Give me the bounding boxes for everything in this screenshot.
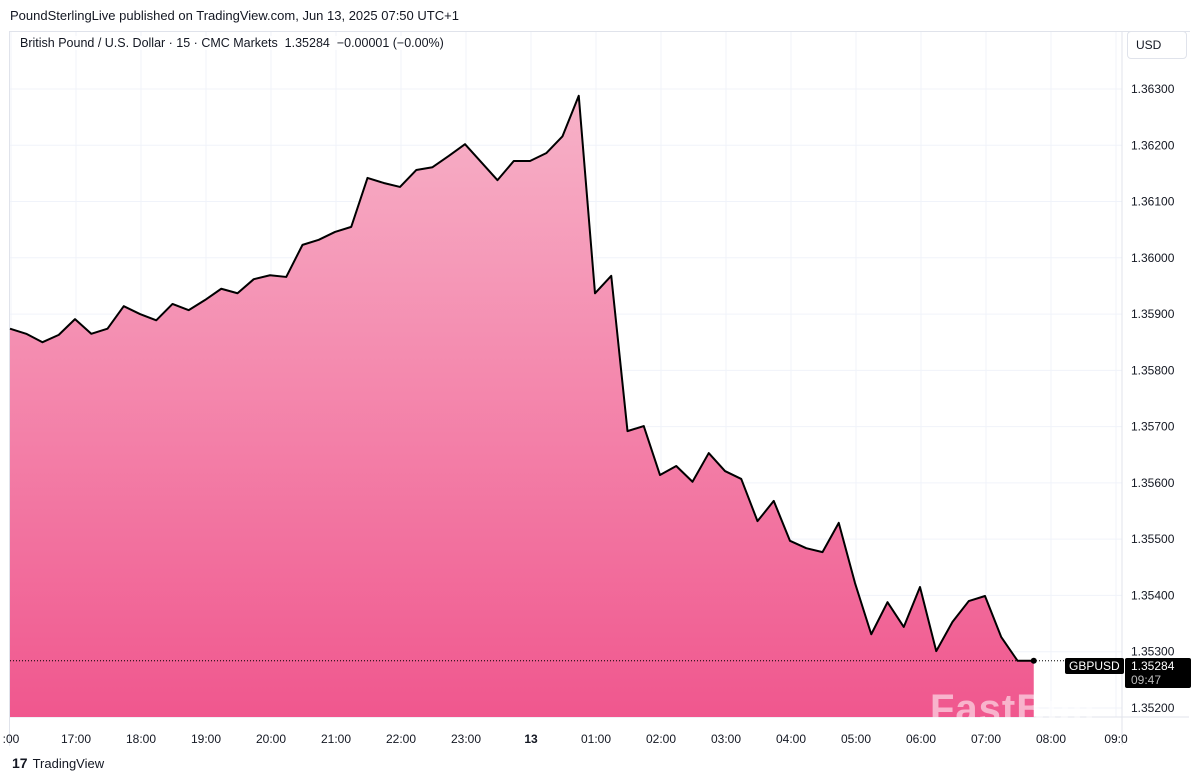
- price-tag-value: 1.35284: [1131, 659, 1175, 673]
- price-change: −0.00001 (−0.00%): [336, 36, 444, 50]
- x-tick-label: 13: [524, 732, 538, 746]
- y-tick-label: 1.35800: [1131, 363, 1175, 377]
- x-tick-label: 04:00: [776, 732, 806, 746]
- last-price-dot: [1030, 657, 1037, 664]
- bar-countdown: 09:47: [1131, 673, 1162, 687]
- x-tick-label: 08:00: [1036, 732, 1066, 746]
- y-tick-label: 1.35600: [1131, 476, 1175, 490]
- y-tick-label: 1.35700: [1131, 420, 1175, 434]
- symbol-legend: British Pound / U.S. Dollar · 15 · CMC M…: [18, 36, 446, 50]
- y-tick-label: 1.35500: [1131, 532, 1175, 546]
- area-fill: [10, 95, 1034, 718]
- x-tick-label: 17:00: [61, 732, 91, 746]
- x-tick-label: 19:00: [191, 732, 221, 746]
- y-tick-label: 1.36000: [1131, 251, 1175, 265]
- y-tick-label: 1.36200: [1131, 138, 1175, 152]
- x-tick-label: 07:00: [971, 732, 1001, 746]
- x-tick-label: 03:00: [711, 732, 741, 746]
- symbol-tag: GBPUSD: [1065, 658, 1124, 674]
- x-tick-label: 09:0: [1104, 732, 1128, 746]
- x-tick-label: 23:00: [451, 732, 481, 746]
- y-tick-label: 1.35400: [1131, 588, 1175, 602]
- chart-frame: [9, 31, 1190, 746]
- x-tick-label: 21:00: [321, 732, 351, 746]
- price-line: [9, 94, 1034, 662]
- last-price: 1.35284: [284, 36, 330, 50]
- x-tick-label: 22:00: [386, 732, 416, 746]
- y-tick-label: 1.35900: [1131, 307, 1175, 321]
- x-tick-label: 01:00: [581, 732, 611, 746]
- y-tick-label: 1.36300: [1131, 82, 1175, 96]
- published-caption: PoundSterlingLive published on TradingVi…: [10, 8, 459, 23]
- tradingview-logo[interactable]: 17 TradingView: [12, 755, 104, 771]
- x-tick-label: 02:00: [646, 732, 676, 746]
- brand-name: TradingView: [32, 755, 105, 771]
- tradingview-icon: 17: [12, 755, 28, 771]
- y-tick-label: 1.36100: [1131, 195, 1175, 209]
- x-tick-label: 20:00: [256, 732, 286, 746]
- price-tag: 1.35284 09:47: [1125, 658, 1191, 688]
- symbol-name: British Pound / U.S. Dollar · 15 · CMC M…: [20, 36, 278, 50]
- x-tick-label: :00: [3, 732, 20, 746]
- y-tick-label: 1.35300: [1131, 645, 1175, 659]
- currency-button[interactable]: USD: [1127, 31, 1187, 59]
- watermark: FastBull: [930, 687, 1096, 731]
- x-tick-label: 05:00: [841, 732, 871, 746]
- y-tick-label: 1.35200: [1131, 701, 1175, 715]
- x-tick-label: 06:00: [906, 732, 936, 746]
- x-tick-label: 18:00: [126, 732, 156, 746]
